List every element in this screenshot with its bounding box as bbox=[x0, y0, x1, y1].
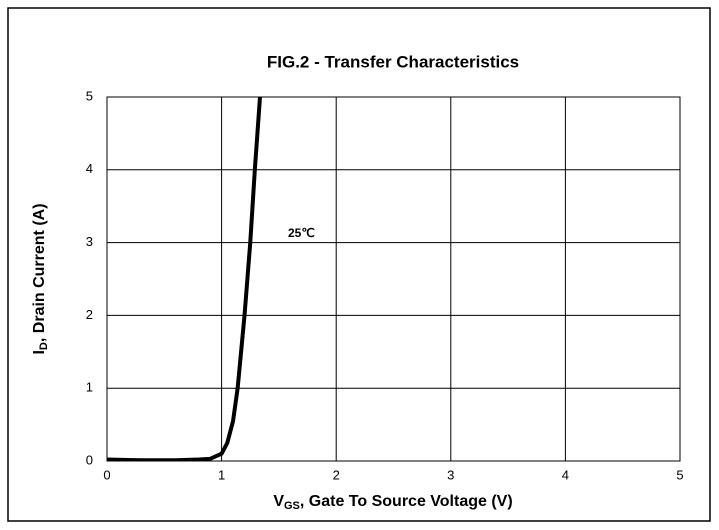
x-tick-label: 5 bbox=[676, 467, 683, 482]
x-tick-label: 2 bbox=[333, 467, 340, 482]
chart-title: FIG.2 - Transfer Characteristics bbox=[267, 52, 519, 71]
y-label-rest: , Drain Current (A) bbox=[31, 203, 48, 342]
x-axis-label: VGS, Gate To Source Voltage (V) bbox=[273, 493, 512, 512]
y-tick-label: 0 bbox=[86, 452, 93, 467]
x-tick-label: 1 bbox=[218, 467, 225, 482]
curve bbox=[107, 97, 262, 461]
x-label-sub: GS bbox=[284, 500, 300, 512]
x-tick-label: 4 bbox=[562, 467, 569, 482]
y-label-main: I bbox=[31, 350, 48, 354]
y-label-sub: D bbox=[38, 342, 50, 350]
y-tick-label: 1 bbox=[86, 380, 93, 395]
x-label-rest: , Gate To Source Voltage (V) bbox=[300, 493, 513, 510]
y-tick-label: 2 bbox=[86, 307, 93, 322]
x-tick-label: 3 bbox=[447, 467, 454, 482]
y-tick-label: 5 bbox=[86, 88, 93, 103]
x-tick-label: 0 bbox=[103, 467, 110, 482]
annotation: 25℃ bbox=[288, 226, 315, 240]
y-tick-label: 4 bbox=[86, 161, 93, 176]
y-tick-label: 3 bbox=[86, 234, 93, 249]
x-label-main: V bbox=[273, 493, 284, 510]
frame bbox=[7, 7, 711, 522]
y-axis-label: ID, Drain Current (A) bbox=[31, 203, 50, 354]
